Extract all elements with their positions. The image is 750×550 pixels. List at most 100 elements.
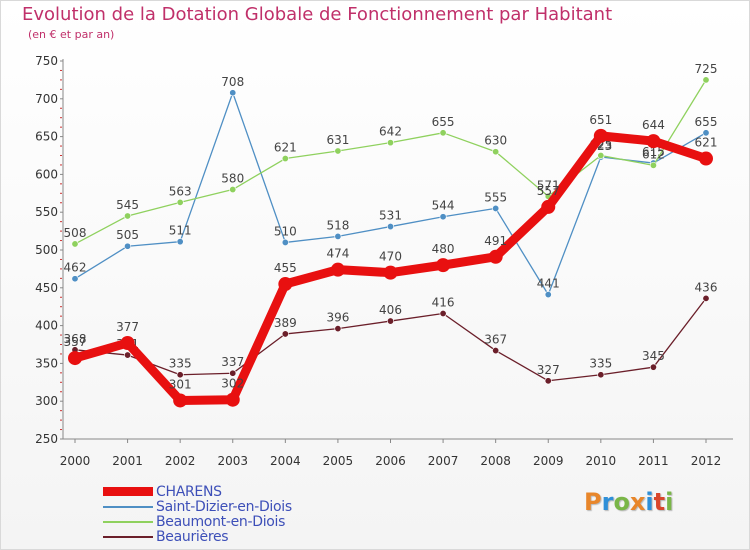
data-label-saint-dizier-en-diois: 510 [274, 224, 297, 238]
data-point-charens [278, 277, 293, 292]
data-label-beaurieres: 367 [484, 333, 507, 347]
legend-item-charens: CHARENS [103, 483, 292, 500]
data-point-charens [593, 128, 608, 143]
data-label-beaumont-en-diois: 563 [169, 184, 192, 198]
data-point-beaumont-en-diois [439, 129, 447, 137]
data-point-charens [699, 151, 713, 166]
x-tick-label: 2001 [112, 454, 143, 468]
legend-swatch-charens [103, 487, 153, 496]
data-label-saint-dizier-en-diois: 708 [221, 75, 244, 89]
data-point-beaurieres [176, 371, 184, 379]
data-label-beaumont-en-diois: 571 [537, 178, 560, 192]
data-label-charens: 302 [221, 377, 244, 391]
data-label-saint-dizier-en-diois: 655 [695, 115, 718, 129]
data-label-beaumont-en-diois: 612 [642, 147, 665, 161]
proxiti-logo-letter: i [645, 488, 654, 516]
x-tick-label: 2002 [165, 454, 196, 468]
data-point-beaumont-en-diois [176, 198, 184, 206]
data-point-beaurieres [702, 294, 710, 302]
proxiti-logo-letter: i [665, 488, 674, 516]
data-label-charens: 377 [116, 320, 139, 334]
chart-legend: CHARENS Saint-Dizier-en-Diois Beaumont-e… [103, 483, 292, 545]
data-point-beaumont-en-diois [229, 186, 237, 194]
y-tick-label: 650 [35, 130, 58, 144]
data-point-charens [646, 134, 661, 149]
legend-item-saint-dizier-en-diois: Saint-Dizier-en-Diois [103, 499, 292, 515]
data-point-beaurieres [334, 325, 342, 333]
data-point-charens [120, 335, 135, 350]
data-label-beaumont-en-diois: 545 [116, 198, 139, 212]
data-label-beaurieres: 368 [64, 332, 87, 346]
data-label-saint-dizier-en-diois: 462 [64, 261, 87, 275]
data-point-beaurieres [544, 377, 552, 385]
data-point-saint-dizier-en-diois [702, 129, 710, 137]
data-label-beaurieres: 337 [221, 355, 244, 369]
x-tick-label: 2010 [586, 454, 617, 468]
data-point-saint-dizier-en-diois [71, 275, 79, 283]
data-point-beaurieres [439, 310, 447, 318]
x-tick-label: 2012 [691, 454, 722, 468]
data-point-saint-dizier-en-diois [124, 242, 132, 250]
x-tick-label: 2003 [217, 454, 248, 468]
data-point-beaumont-en-diois [71, 240, 79, 248]
proxiti-logo-letter: x [629, 488, 646, 516]
data-label-charens: 621 [695, 136, 718, 150]
data-label-charens: 480 [432, 242, 455, 256]
data-label-saint-dizier-en-diois: 531 [379, 209, 402, 223]
chart-subtitle: (en € et par an) [28, 28, 115, 41]
data-label-beaurieres: 389 [274, 316, 297, 330]
data-label-charens: 357 [64, 335, 87, 349]
data-point-beaurieres [492, 347, 500, 355]
data-point-beaurieres [649, 363, 657, 371]
legend-label-charens: CHARENS [156, 483, 222, 500]
y-tick-label: 250 [35, 432, 58, 446]
legend-label-beaurieres: Beaurières [156, 528, 229, 545]
x-tick-label: 2004 [270, 454, 301, 468]
data-point-charens [225, 392, 240, 407]
data-label-beaumont-en-diois: 642 [379, 125, 402, 139]
data-point-beaumont-en-diois [386, 139, 394, 147]
data-label-beaurieres: 406 [379, 303, 402, 317]
data-label-beaumont-en-diois: 725 [695, 62, 718, 76]
data-point-beaurieres [281, 330, 289, 338]
data-point-beaumont-en-diois [597, 152, 605, 160]
data-point-beaurieres [124, 351, 132, 359]
data-label-beaurieres: 327 [537, 363, 560, 377]
y-tick-label: 400 [35, 319, 58, 333]
data-label-saint-dizier-en-diois: 505 [116, 228, 139, 242]
data-point-charens [173, 393, 188, 408]
data-point-charens [68, 351, 82, 366]
data-label-charens: 455 [274, 261, 297, 275]
y-tick-label: 700 [35, 92, 58, 106]
data-label-beaumont-en-diois: 508 [64, 226, 87, 240]
data-point-saint-dizier-en-diois [439, 213, 447, 221]
data-point-beaurieres [386, 317, 394, 325]
chart-title: Evolution de la Dotation Globale de Fonc… [22, 4, 613, 25]
data-point-beaumont-en-diois [124, 212, 132, 220]
x-tick-label: 2007 [428, 454, 459, 468]
data-label-charens: 474 [326, 247, 349, 261]
y-tick-label: 550 [35, 205, 58, 219]
proxiti-logo: Proxiti [584, 488, 673, 516]
data-point-saint-dizier-en-diois [492, 204, 500, 212]
data-point-beaumont-en-diois [649, 161, 657, 169]
data-label-charens: 301 [169, 377, 192, 391]
legend-label-beaumont-en-diois: Beaumont-en-Diois [156, 513, 286, 530]
data-point-saint-dizier-en-diois [176, 238, 184, 246]
data-label-beaumont-en-diois: 631 [326, 133, 349, 147]
legend-swatch-saint-dizier-en-diois [103, 505, 153, 508]
x-tick-label: 2009 [533, 454, 564, 468]
data-label-beaumont-en-diois: 630 [484, 134, 507, 148]
data-label-beaurieres: 416 [432, 296, 455, 310]
data-point-charens [436, 258, 451, 273]
data-label-charens: 470 [379, 250, 402, 264]
proxiti-logo-letter: t [653, 488, 666, 516]
data-point-saint-dizier-en-diois [544, 291, 552, 299]
data-point-beaumont-en-diois [281, 155, 289, 163]
x-tick-label: 2000 [60, 454, 91, 468]
data-point-charens [541, 199, 556, 214]
legend-item-beaumont-en-diois: Beaumont-en-Diois [103, 513, 292, 530]
data-label-saint-dizier-en-diois: 555 [484, 190, 507, 204]
proxiti-logo-letter: P [584, 488, 602, 516]
